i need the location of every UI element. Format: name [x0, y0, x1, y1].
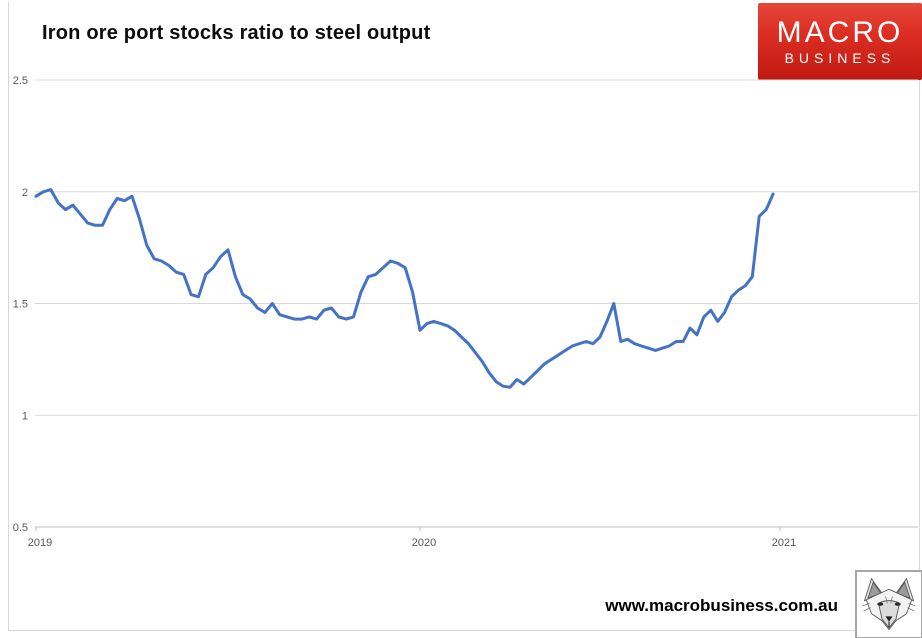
x-axis-label: 2019	[28, 537, 52, 549]
x-axis-label: 2021	[772, 537, 796, 549]
logo-text-macro: MACRO	[776, 15, 904, 49]
y-axis-label: 0.5	[13, 522, 28, 534]
logo-text-business: BUSINESS	[784, 49, 896, 66]
chart-frame	[8, 2, 920, 631]
y-axis-label: 2.5	[13, 75, 28, 87]
y-axis-label: 1.5	[13, 299, 28, 311]
y-axis-label: 2	[22, 187, 28, 199]
macrobusiness-logo[interactable]: MACRO BUSINESS	[758, 3, 922, 80]
wolf-icon	[862, 577, 916, 630]
wolf-logo-box	[855, 570, 922, 638]
x-axis-label: 2020	[412, 537, 436, 549]
website-url: www.macrobusiness.com.au	[605, 596, 838, 615]
chart-title: Iron ore port stocks ratio to steel outp…	[42, 22, 431, 44]
y-axis-label: 1	[22, 410, 28, 422]
data-series-line	[34, 188, 775, 389]
